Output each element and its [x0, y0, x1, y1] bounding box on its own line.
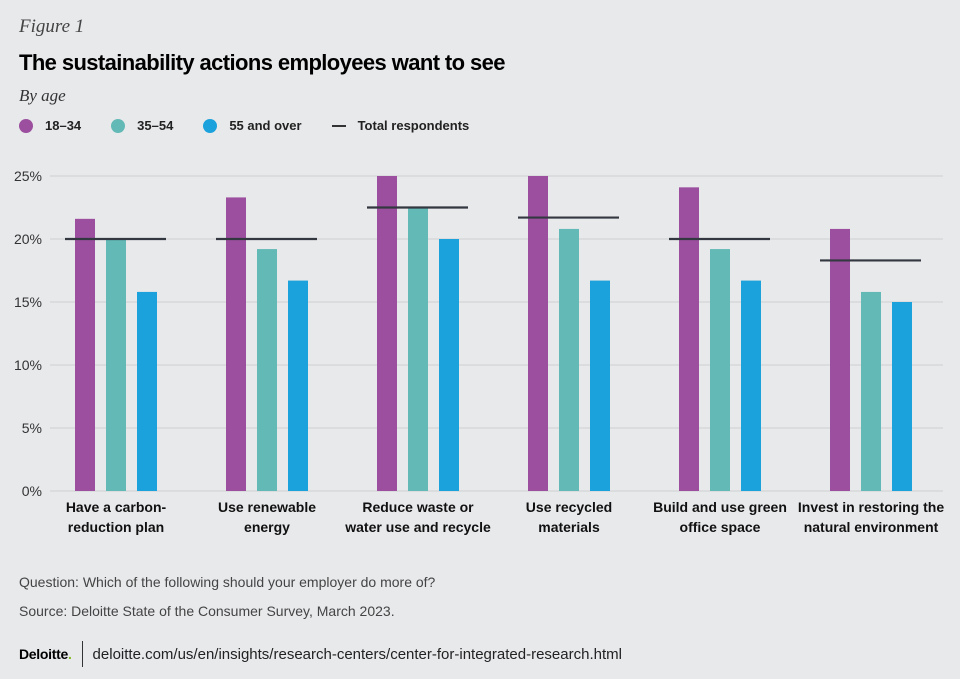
total-lines	[65, 206, 921, 262]
bar	[408, 207, 428, 491]
bar	[892, 302, 912, 491]
legend-label: 18–34	[45, 118, 82, 133]
legend-swatch-18-34	[19, 118, 33, 133]
x-tick-label: energy	[244, 519, 290, 535]
y-tick-label: 0%	[22, 483, 42, 499]
x-tick-label: office space	[680, 519, 761, 535]
legend-swatch-total	[331, 124, 346, 127]
bar	[137, 291, 157, 491]
source-note: Source: Deloitte State of the Consumer S…	[19, 603, 395, 619]
y-axis-ticks: 0% 5% 10% 15% 20% 25%	[14, 168, 42, 499]
chart-subtitle: By age	[19, 86, 66, 105]
bars	[75, 176, 912, 492]
legend-item-18-34: 18–34	[19, 118, 81, 133]
bar	[861, 291, 881, 491]
legend-swatch-55-over	[203, 118, 218, 133]
legend-label: Total respondents	[357, 118, 470, 133]
x-tick-label: Invest in restoring the	[798, 499, 944, 515]
logo-dot: .	[67, 646, 72, 662]
logo-text: Deloitte	[19, 646, 68, 662]
legend-label: 55 and over	[229, 118, 302, 133]
deloitte-logo: Deloitte.	[19, 646, 72, 662]
bar	[257, 249, 277, 491]
bar	[679, 187, 699, 491]
question-note: Question: Which of the following should …	[19, 574, 436, 590]
y-tick-label: 15%	[14, 294, 42, 310]
bar	[528, 176, 548, 491]
y-tick-label: 25%	[14, 168, 42, 184]
x-tick-label: Have a carbon-	[66, 499, 167, 515]
legend-item-55-over: 55 and over	[203, 118, 302, 133]
bar	[106, 239, 126, 491]
x-tick-label: Reduce waste or	[362, 499, 474, 515]
bar	[741, 280, 761, 491]
bar	[439, 239, 459, 491]
bar	[830, 228, 850, 492]
y-tick-label: 20%	[14, 231, 42, 247]
x-axis-labels: Have a carbon-reduction plan Use renewabl…	[66, 499, 945, 535]
x-tick-label: Use renewable	[218, 499, 316, 515]
legend: 18–34 35–54 55 and over Total respondent…	[19, 118, 499, 133]
x-tick-label: Use recycled	[526, 499, 612, 515]
bar	[377, 176, 397, 491]
bar	[590, 280, 610, 491]
legend-label: 35–54	[137, 118, 174, 133]
y-tick-label: 5%	[22, 420, 42, 436]
source-url: deloitte.com/us/en/insights/research-cen…	[92, 645, 622, 663]
figure-label: Figure 1	[19, 16, 85, 37]
bar	[75, 218, 95, 491]
bar	[710, 249, 730, 491]
legend-swatch-35-54	[111, 118, 126, 133]
bar-chart: 0% 5% 10% 15% 20% 25% Have a carbon-reduction…	[14, 168, 945, 535]
bar	[226, 197, 246, 492]
x-tick-label: Build and use green	[653, 499, 787, 515]
legend-item-total: Total respondents	[331, 118, 470, 133]
footer: Deloitte. deloitte.com/us/en/insights/re…	[19, 640, 622, 668]
gridlines	[50, 175, 943, 492]
x-tick-label: natural environment	[804, 519, 939, 535]
x-tick-label: reduction plan	[68, 519, 164, 535]
x-tick-label: materials	[538, 519, 600, 535]
bar	[559, 228, 579, 492]
y-tick-label: 10%	[14, 357, 42, 373]
chart-title: The sustainability actions employees wan…	[19, 50, 506, 75]
bar	[288, 280, 308, 491]
legend-item-35-54: 35–54	[111, 118, 173, 133]
footer-divider	[81, 641, 83, 667]
x-tick-label: water use and recycle	[344, 519, 491, 535]
